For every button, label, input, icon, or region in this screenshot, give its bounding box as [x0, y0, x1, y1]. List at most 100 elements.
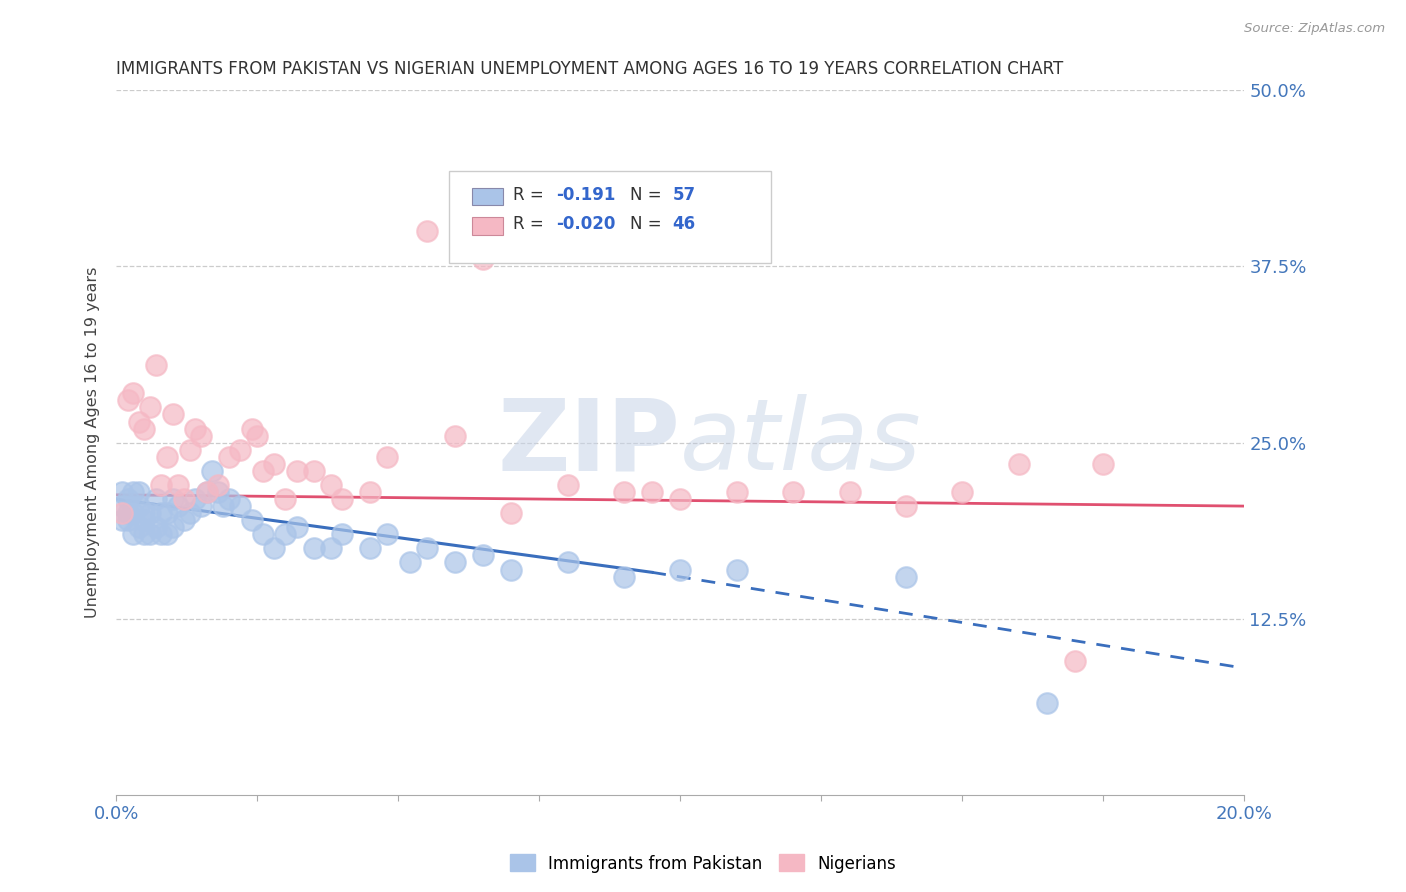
Point [302, 541, 325, 556]
Point [156, 527, 179, 541]
Point [330, 491, 353, 506]
Text: IMMIGRANTS FROM PAKISTAN VS NIGERIAN UNEMPLOYMENT AMONG AGES 16 TO 19 YEARS CORR: IMMIGRANTS FROM PAKISTAN VS NIGERIAN UNE… [117, 60, 1063, 78]
Point [207, 485, 229, 500]
Point [139, 506, 162, 520]
Point [134, 527, 156, 541]
Point [471, 549, 494, 563]
Legend: Immigrants from Pakistan, Nigerians: Immigrants from Pakistan, Nigerians [503, 847, 903, 880]
Point [319, 478, 342, 492]
Point [111, 485, 134, 500]
Point [218, 450, 240, 464]
Point [274, 527, 297, 541]
Text: Source: ZipAtlas.com: Source: ZipAtlas.com [1244, 22, 1385, 36]
Point [240, 421, 263, 435]
Point [319, 541, 342, 556]
Point [134, 506, 156, 520]
Point [725, 485, 748, 500]
Point [725, 562, 748, 576]
Point [184, 421, 207, 435]
Point [246, 428, 269, 442]
Point [302, 464, 325, 478]
Point [229, 442, 252, 457]
Point [150, 478, 173, 492]
Point [501, 506, 523, 520]
Point [669, 562, 692, 576]
Point [111, 506, 134, 520]
Text: 57: 57 [672, 186, 696, 203]
Point [212, 499, 235, 513]
Point [1064, 654, 1087, 668]
Point [263, 457, 285, 471]
Point [375, 450, 398, 464]
Point [145, 491, 167, 506]
Point [443, 556, 465, 570]
Point [117, 506, 139, 520]
Text: R =: R = [513, 215, 544, 233]
Point [134, 513, 156, 527]
Point [950, 485, 973, 500]
Point [782, 485, 804, 500]
Point [894, 499, 917, 513]
Text: -0.020: -0.020 [557, 215, 616, 233]
Point [229, 499, 252, 513]
Text: 46: 46 [672, 215, 696, 233]
Point [207, 478, 229, 492]
Point [415, 541, 437, 556]
Point [150, 527, 173, 541]
Text: atlas: atlas [681, 394, 922, 491]
Text: N =: N = [630, 215, 661, 233]
Point [156, 506, 179, 520]
Point [139, 401, 162, 415]
FancyBboxPatch shape [471, 187, 503, 205]
Point [1036, 697, 1059, 711]
Point [252, 464, 274, 478]
Point [1008, 457, 1031, 471]
Point [184, 491, 207, 506]
Point [443, 428, 465, 442]
Point [359, 485, 381, 500]
Text: N =: N = [630, 186, 661, 203]
Point [201, 464, 224, 478]
Point [162, 491, 184, 506]
Point [190, 428, 212, 442]
Point [240, 513, 263, 527]
Point [162, 520, 184, 534]
Text: R =: R = [513, 186, 544, 203]
Point [613, 485, 636, 500]
Point [359, 541, 381, 556]
Point [122, 386, 145, 401]
Point [134, 421, 156, 435]
Point [415, 224, 437, 238]
Point [173, 491, 195, 506]
Text: ZIP: ZIP [498, 394, 681, 491]
Point [274, 491, 297, 506]
Point [122, 527, 145, 541]
Point [557, 556, 579, 570]
Point [669, 491, 692, 506]
Point [190, 499, 212, 513]
Point [471, 252, 494, 267]
Point [557, 478, 579, 492]
Point [162, 408, 184, 422]
Point [156, 450, 179, 464]
Point [285, 464, 308, 478]
FancyBboxPatch shape [471, 217, 503, 235]
Point [501, 562, 523, 576]
Point [128, 499, 150, 513]
Point [641, 485, 664, 500]
Point [111, 513, 134, 527]
Point [145, 520, 167, 534]
Point [173, 513, 195, 527]
Point [122, 506, 145, 520]
Point [139, 527, 162, 541]
Point [613, 569, 636, 583]
Point [252, 527, 274, 541]
Point [150, 506, 173, 520]
Point [894, 569, 917, 583]
Point [398, 556, 420, 570]
Y-axis label: Unemployment Among Ages 16 to 19 years: Unemployment Among Ages 16 to 19 years [86, 267, 100, 618]
Point [1092, 457, 1115, 471]
Point [218, 491, 240, 506]
Point [167, 499, 190, 513]
Point [117, 513, 139, 527]
